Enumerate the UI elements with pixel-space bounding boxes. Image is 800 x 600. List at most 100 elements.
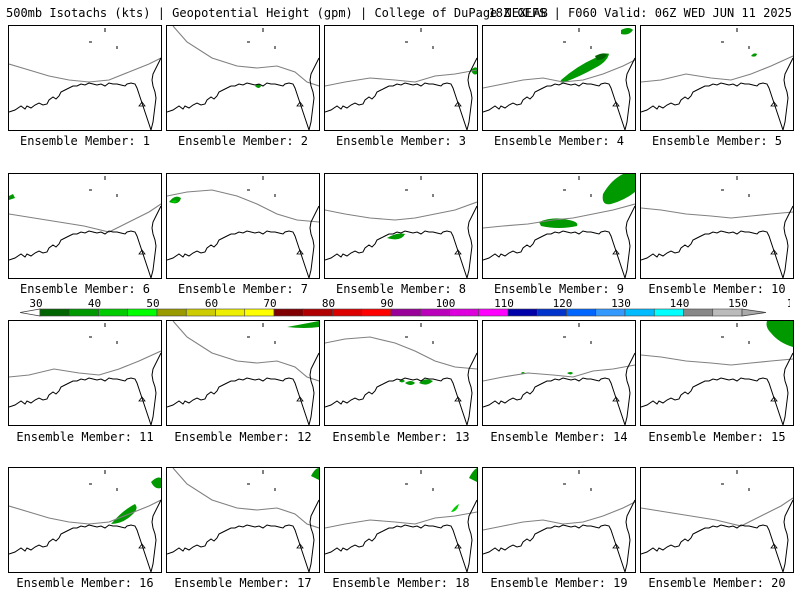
colorbar-tick-label: 140 [670, 297, 690, 310]
colorbar-swatch [273, 308, 304, 317]
height-contour [483, 364, 635, 382]
colorbar-swatch [39, 308, 70, 317]
ensemble-panel-2 [166, 25, 320, 131]
coastline [9, 524, 152, 572]
colorbar-tick-label: 100 [436, 297, 456, 310]
colorbar-tick-label: 50 [146, 297, 159, 310]
lake-okeechobee [138, 101, 146, 107]
colorbar-swatch [712, 308, 743, 317]
lake-okeechobee [296, 101, 304, 107]
ensemble-panel-4 [482, 25, 636, 131]
coastline [167, 82, 310, 130]
atlantic-coast [308, 499, 319, 572]
lake-okeechobee [454, 101, 462, 107]
coastline [167, 377, 310, 425]
coastline [167, 230, 310, 278]
coastline [641, 377, 784, 425]
lake-okeechobee [454, 543, 462, 549]
colorbar-tick-label: 70 [263, 297, 276, 310]
ensemble-panel-1 [8, 25, 162, 131]
panel-map-4 [483, 28, 635, 130]
ensemble-panel-16 [8, 467, 162, 573]
height-contour [641, 55, 793, 83]
ensemble-panel-14 [482, 320, 636, 426]
colorbar-tick-label: 30 [29, 297, 42, 310]
coastline [9, 82, 152, 130]
colorbar-swatch [127, 308, 158, 317]
height-contour [641, 497, 793, 527]
height-contour [325, 511, 477, 529]
panel-map-7 [167, 176, 319, 278]
lake-okeechobee [770, 101, 778, 107]
isotach-shade [405, 381, 415, 385]
panel-map-8 [325, 176, 477, 278]
ensemble-member-label: Ensemble Member: 1 [19, 134, 151, 148]
lake-okeechobee [138, 249, 146, 255]
ensemble-member-label: Ensemble Member: 16 [16, 576, 154, 590]
height-contour [9, 203, 161, 233]
colorbar-swatch [624, 308, 655, 317]
ensemble-member-label: Ensemble Member: 13 [332, 430, 470, 444]
height-contour [325, 69, 477, 87]
lake-okeechobee [612, 396, 620, 402]
ensemble-member-label: Ensemble Member: 7 [177, 282, 309, 296]
colorbar-swatch [419, 308, 450, 317]
model-valid-time: 18Z GEFS | F060 Valid: 06Z WED JUN 11 20… [488, 6, 792, 20]
height-contour [9, 57, 161, 83]
coastline [483, 230, 626, 278]
isotach-shade [595, 53, 607, 60]
panel-map-18 [325, 468, 477, 572]
colorbar-swatch [478, 308, 509, 317]
ensemble-panel-9 [482, 173, 636, 279]
atlantic-coast [782, 205, 793, 278]
isotach-shade [766, 321, 793, 347]
lake-okeechobee [138, 543, 146, 549]
panel-map-10 [641, 176, 793, 278]
height-contour [172, 468, 319, 529]
isotach-shade [255, 84, 261, 88]
panel-map-16 [9, 470, 161, 572]
atlantic-coast [150, 205, 161, 278]
lake-okeechobee [770, 249, 778, 255]
coastline [9, 377, 152, 425]
atlantic-coast [624, 205, 635, 278]
height-contour [167, 189, 319, 223]
coastline [483, 377, 626, 425]
atlantic-coast [624, 57, 635, 130]
colorbar-tick-label: 80 [322, 297, 335, 310]
ensemble-panel-19 [482, 467, 636, 573]
ensemble-panel-10 [640, 173, 794, 279]
height-contour [325, 336, 477, 370]
colorbar-swatch [215, 308, 246, 317]
colorbar-swatch [449, 308, 480, 317]
isotach-shade [451, 504, 459, 512]
colorbar-swatch [156, 308, 187, 317]
colorbar-swatch [390, 308, 421, 317]
panel-map-9 [483, 174, 635, 278]
colorbar-tick-label: 60 [205, 297, 218, 310]
atlantic-coast [466, 57, 477, 130]
atlantic-coast [782, 499, 793, 572]
ensemble-member-label: Ensemble Member: 11 [16, 430, 154, 444]
isotach-shade [311, 468, 319, 480]
panel-map-12 [167, 321, 319, 425]
ensemble-panel-8 [324, 173, 478, 279]
ensemble-member-label: Ensemble Member: 8 [335, 282, 467, 296]
atlantic-coast [308, 205, 319, 278]
colorbar-swatch [683, 308, 714, 317]
colorbar-swatch [302, 308, 333, 317]
height-contour [172, 321, 319, 382]
colorbar-right-arrow [741, 308, 767, 317]
colorbar-tick-label: 150 [728, 297, 748, 310]
isotach-shade [469, 468, 477, 482]
lake-okeechobee [770, 543, 778, 549]
coastline [483, 524, 626, 572]
atlantic-coast [308, 57, 319, 130]
coastline [167, 524, 310, 572]
isotach-shade [171, 200, 177, 203]
ensemble-panel-20 [640, 467, 794, 573]
panel-map-14 [483, 323, 635, 425]
height-contour [483, 501, 635, 531]
coastline [325, 82, 468, 130]
colorbar-tick-label: 40 [88, 297, 101, 310]
